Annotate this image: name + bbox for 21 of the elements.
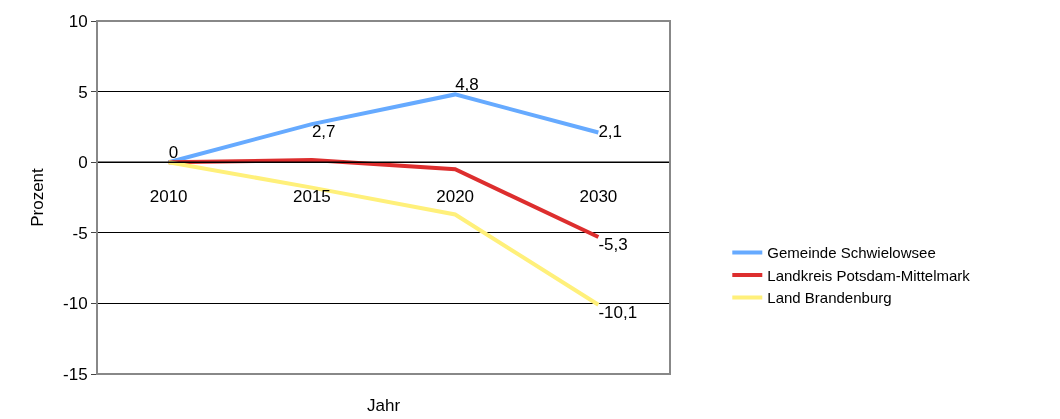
- data-label: 0: [168, 142, 179, 162]
- data-label: -5,3: [598, 234, 628, 254]
- y-tick-label: 5: [78, 82, 88, 102]
- x-axis-title: Jahr: [367, 396, 401, 415]
- x-tick-label: 2020: [436, 187, 475, 207]
- x-tick-label: 2030: [579, 187, 618, 207]
- x-tick-label: 2015: [292, 187, 331, 207]
- y-tick-label: -10: [63, 294, 88, 314]
- x-tick-label: 2010: [149, 187, 188, 207]
- y-axis-title: Prozent: [27, 167, 47, 227]
- legend-label: Landkreis Potsdam-Mittelmark: [767, 266, 971, 284]
- legend-label: Land Brandenburg: [767, 289, 892, 307]
- data-label: -10,1: [598, 302, 638, 322]
- y-tick-label: 0: [78, 153, 88, 173]
- y-tick-label: -5: [72, 223, 88, 243]
- data-label: 4,8: [455, 75, 479, 95]
- data-label: 2,1: [598, 121, 623, 141]
- y-tick-label: 10: [68, 11, 88, 31]
- legend-label: Gemeinde Schwielowsee: [767, 244, 936, 262]
- data-label: 2,7: [311, 121, 336, 141]
- y-tick-label: -15: [63, 364, 88, 384]
